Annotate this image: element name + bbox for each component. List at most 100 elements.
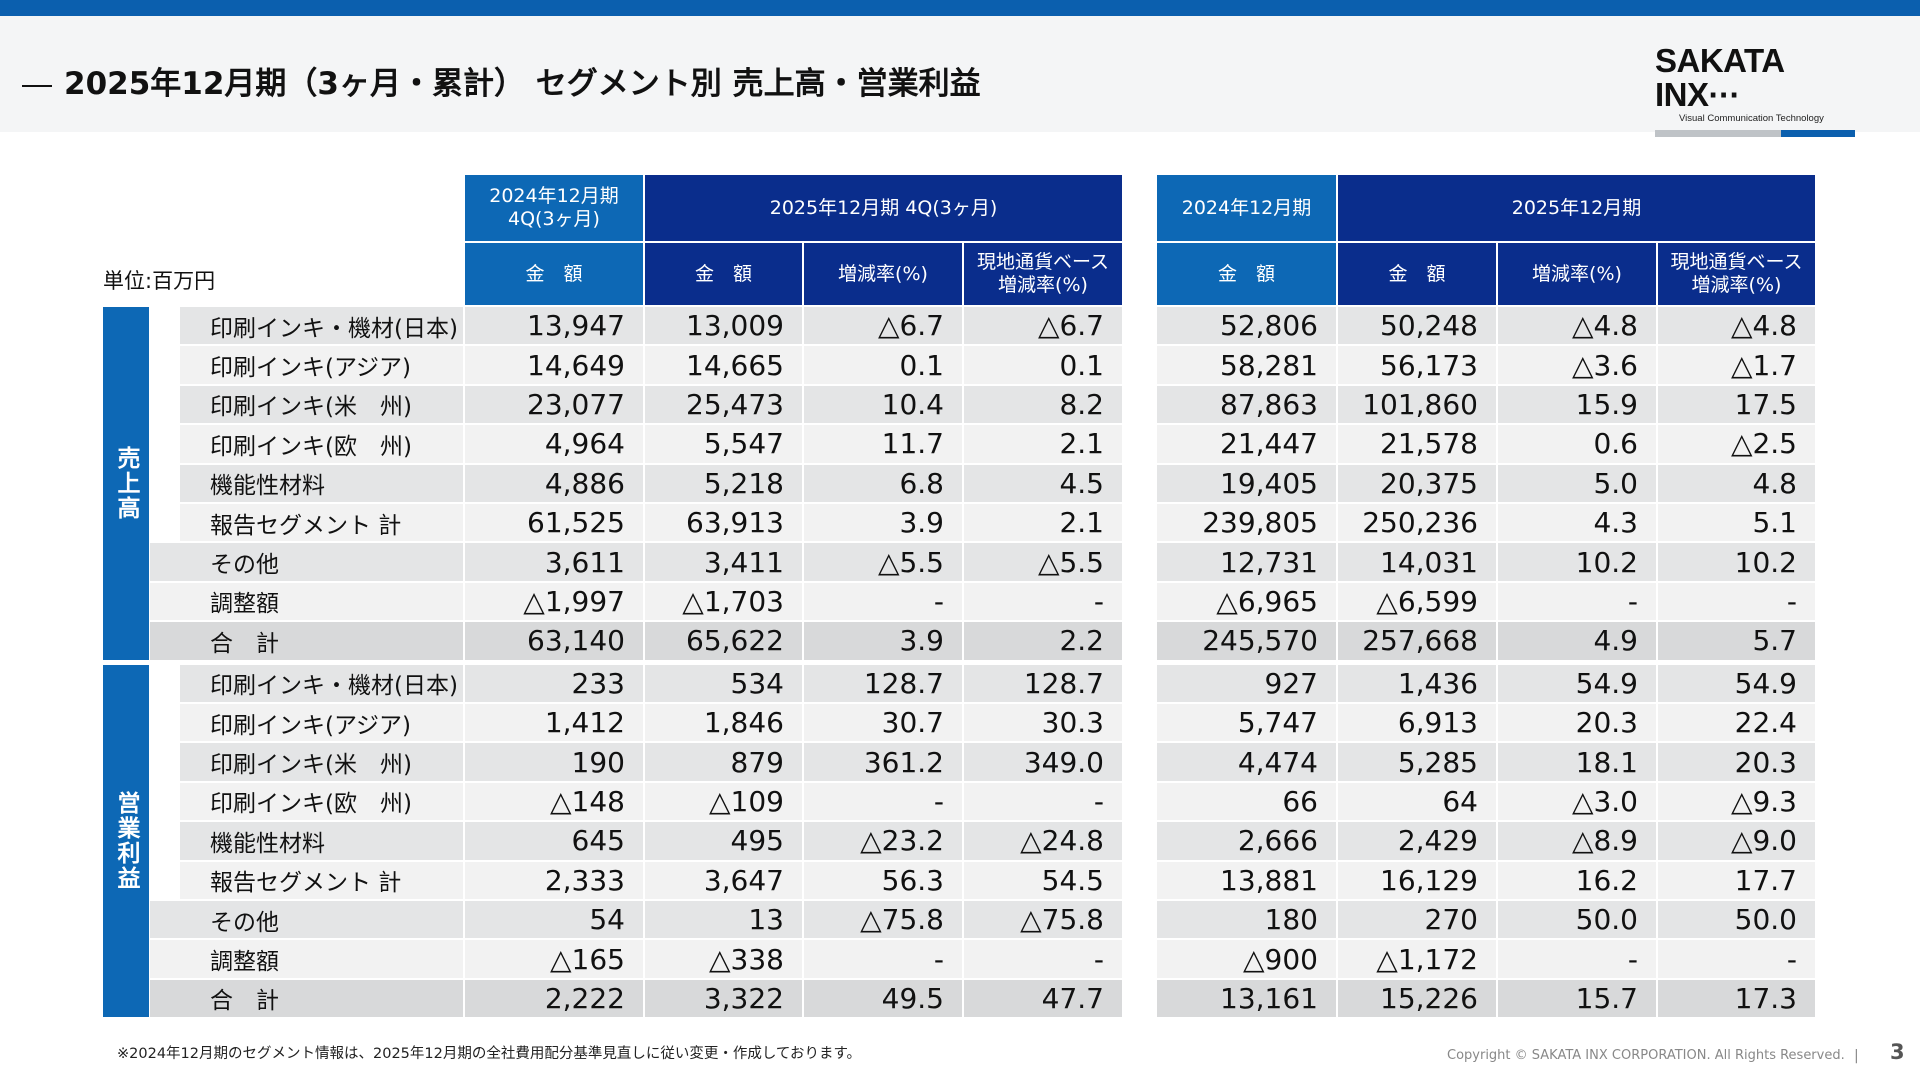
row-label: 印刷インキ(アジア) — [180, 346, 463, 384]
table-cell: 8.2 — [964, 385, 1122, 424]
title-dash — [22, 84, 52, 87]
table-cell: - — [964, 582, 1122, 621]
table-cell: △4.8 — [1658, 307, 1815, 345]
table-cell: 534 — [645, 664, 802, 702]
table-cell: 54.5 — [964, 861, 1122, 899]
table-cell: 13,161 — [1157, 979, 1336, 1018]
table-cell: - — [804, 940, 962, 978]
table-cell: 239,805 — [1157, 504, 1336, 542]
table-cell: △23.2 — [804, 822, 962, 860]
table-cell: 5.0 — [1498, 464, 1656, 502]
table-cell: 361.2 — [804, 743, 962, 781]
row-label: その他 — [150, 543, 463, 581]
table-cell: - — [1658, 582, 1815, 621]
section-label: 売上高 — [103, 307, 149, 660]
table-cell: 63,913 — [645, 504, 802, 542]
table-cell: △6,599 — [1338, 582, 1496, 621]
table-cell: 233 — [465, 664, 643, 702]
table-cell: △1,703 — [645, 582, 802, 621]
table-cell: 4,964 — [465, 425, 643, 463]
subheader-amount: 金 額 — [465, 243, 643, 305]
table-cell: 13,947 — [465, 307, 643, 345]
page-title: 2025年12月期（3ヶ月・累計） セグメント別 売上高・営業利益 — [22, 58, 981, 103]
table-cell: 50.0 — [1498, 901, 1656, 939]
table-cell: 22.4 — [1658, 704, 1815, 742]
row-label: 合 計 — [150, 622, 463, 660]
header-band — [0, 16, 1920, 132]
table-cell: 52,806 — [1157, 307, 1336, 345]
table-cell: 2,222 — [465, 979, 643, 1018]
table-cell: 6,913 — [1338, 704, 1496, 742]
table-cell: 14,031 — [1338, 543, 1496, 581]
table-cell: 190 — [465, 743, 643, 781]
table-cell: - — [964, 940, 1122, 978]
table-cell: 5,747 — [1157, 704, 1336, 742]
subheader-amount: 金 額 — [1157, 243, 1336, 305]
header-fy-curr: 2025年12月期 — [1338, 175, 1815, 241]
table-cell: - — [1498, 582, 1656, 621]
table-cell: △109 — [645, 782, 802, 821]
table-cell: △75.8 — [804, 901, 962, 939]
row-label: 調整額 — [150, 582, 463, 621]
subheader-change: 増減率(%) — [1498, 243, 1656, 305]
row-label: 報告セグメント 計 — [180, 504, 463, 542]
table-cell: 4.8 — [1658, 464, 1815, 502]
row-label: 印刷インキ・機材(日本) — [180, 307, 463, 345]
table-cell: 61,525 — [465, 504, 643, 542]
table-cell: 3,322 — [645, 979, 802, 1018]
row-label: 報告セグメント 計 — [180, 861, 463, 899]
table-cell: - — [964, 782, 1122, 821]
table-cell: 6.8 — [804, 464, 962, 502]
table-cell: 87,863 — [1157, 385, 1336, 424]
table-cell: △5.5 — [804, 543, 962, 581]
table-cell: △75.8 — [964, 901, 1122, 939]
row-label: 印刷インキ・機材(日本) — [180, 664, 463, 702]
table-cell: 65,622 — [645, 622, 802, 660]
table-cell: 0.1 — [964, 346, 1122, 384]
table-cell: △1,172 — [1338, 940, 1496, 978]
table-cell: △3.0 — [1498, 782, 1656, 821]
table-cell: 2,666 — [1157, 822, 1336, 860]
subheader-change: 増減率(%) — [804, 243, 962, 305]
subheader-local-change: 現地通貨ベース 増減率(%) — [964, 243, 1122, 305]
subheader-amount: 金 額 — [645, 243, 802, 305]
table-cell: 879 — [645, 743, 802, 781]
logo-name-text: SAKATA INX — [1655, 42, 1784, 113]
table-cell: △9.0 — [1658, 822, 1815, 860]
table-cell: 2,429 — [1338, 822, 1496, 860]
table-cell: 4,886 — [465, 464, 643, 502]
table-cell: 10.4 — [804, 385, 962, 424]
table-cell: 3,611 — [465, 543, 643, 581]
table-cell: △1,997 — [465, 582, 643, 621]
table-cell: 64 — [1338, 782, 1496, 821]
table-cell: 17.5 — [1658, 385, 1815, 424]
section-label: 営業利益 — [103, 664, 149, 1018]
table-cell: 1,846 — [645, 704, 802, 742]
table-cell: 17.3 — [1658, 979, 1815, 1018]
table-cell: 645 — [465, 822, 643, 860]
copyright: Copyright © SAKATA INX CORPORATION. All … — [1447, 1048, 1845, 1063]
table-cell: - — [804, 582, 962, 621]
table-cell: 2,333 — [465, 861, 643, 899]
table-cell: 16.2 — [1498, 861, 1656, 899]
table-cell: 66 — [1157, 782, 1336, 821]
table-cell: 2.2 — [964, 622, 1122, 660]
footer-separator: | — [1854, 1048, 1859, 1064]
table-cell: △4.8 — [1498, 307, 1656, 345]
table-cell: 54.9 — [1658, 664, 1815, 702]
table-cell: 10.2 — [1658, 543, 1815, 581]
table-cell: 5,547 — [645, 425, 802, 463]
header-q4-prev: 2024年12月期 4Q(3ヶ月) — [465, 175, 643, 241]
table-cell: 13,881 — [1157, 861, 1336, 899]
table-cell: 4.3 — [1498, 504, 1656, 542]
table-cell: 50.0 — [1658, 901, 1815, 939]
table-cell: 3.9 — [804, 622, 962, 660]
table-cell: 349.0 — [964, 743, 1122, 781]
table-cell: - — [1658, 940, 1815, 978]
table-cell: 63,140 — [465, 622, 643, 660]
row-label: 機能性材料 — [180, 822, 463, 860]
table-cell: 0.1 — [804, 346, 962, 384]
footnote: ※2024年12月期のセグメント情報は、2025年12月期の全社費用配分基準見直… — [117, 1046, 862, 1062]
subheader-local-change: 現地通貨ベース 増減率(%) — [1658, 243, 1815, 305]
row-label: 印刷インキ(欧 州) — [180, 782, 463, 821]
